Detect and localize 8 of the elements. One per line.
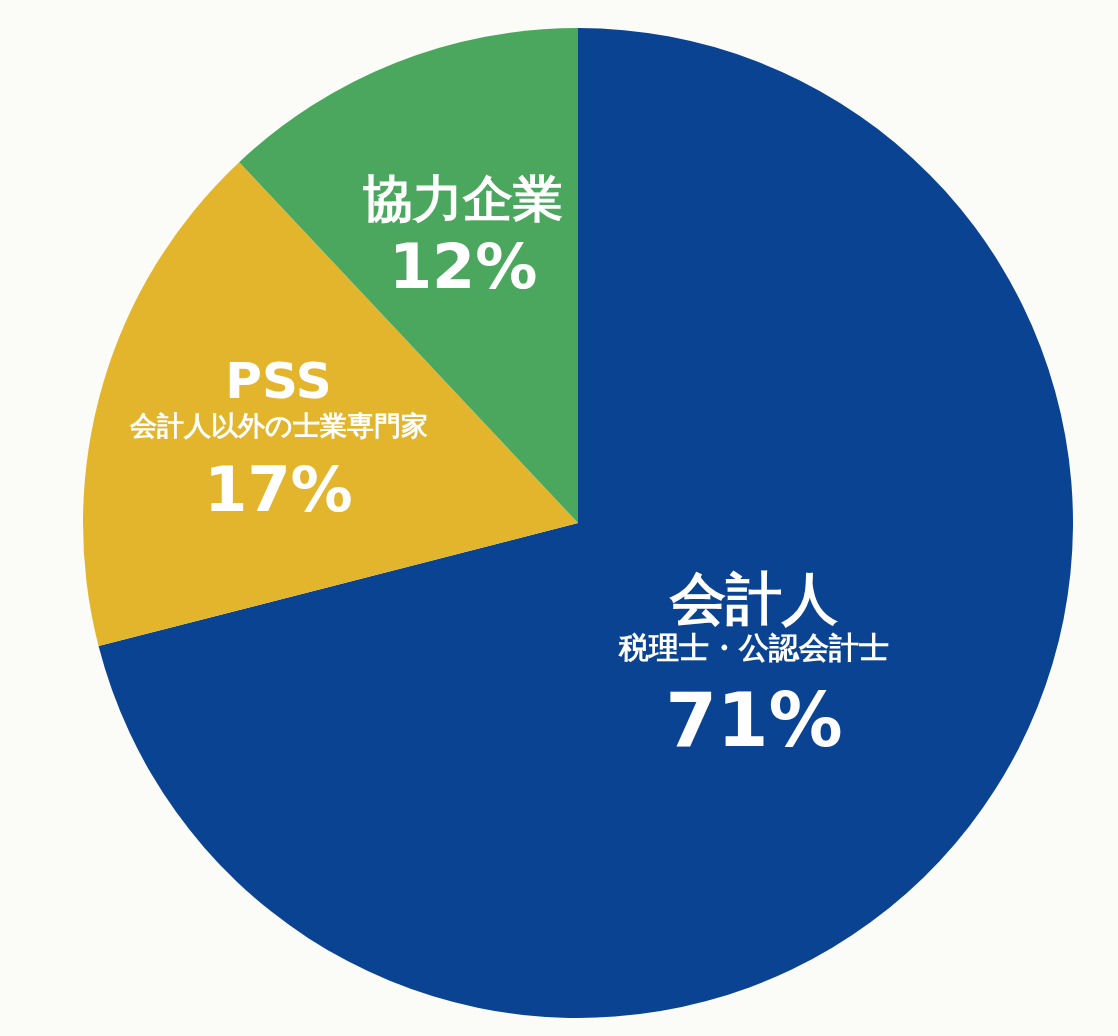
text: 税理士・公認会計士 [619,629,890,665]
slice-label: 協力企業 [363,170,564,229]
data-label: 71% [665,676,843,763]
data-label: 12% [389,230,538,304]
text: 会計人以外の士業専門家 [129,410,428,442]
data-label: 17% [204,453,353,527]
slice-label: PSS [225,352,332,411]
slice-label: 会計人 [669,565,839,631]
